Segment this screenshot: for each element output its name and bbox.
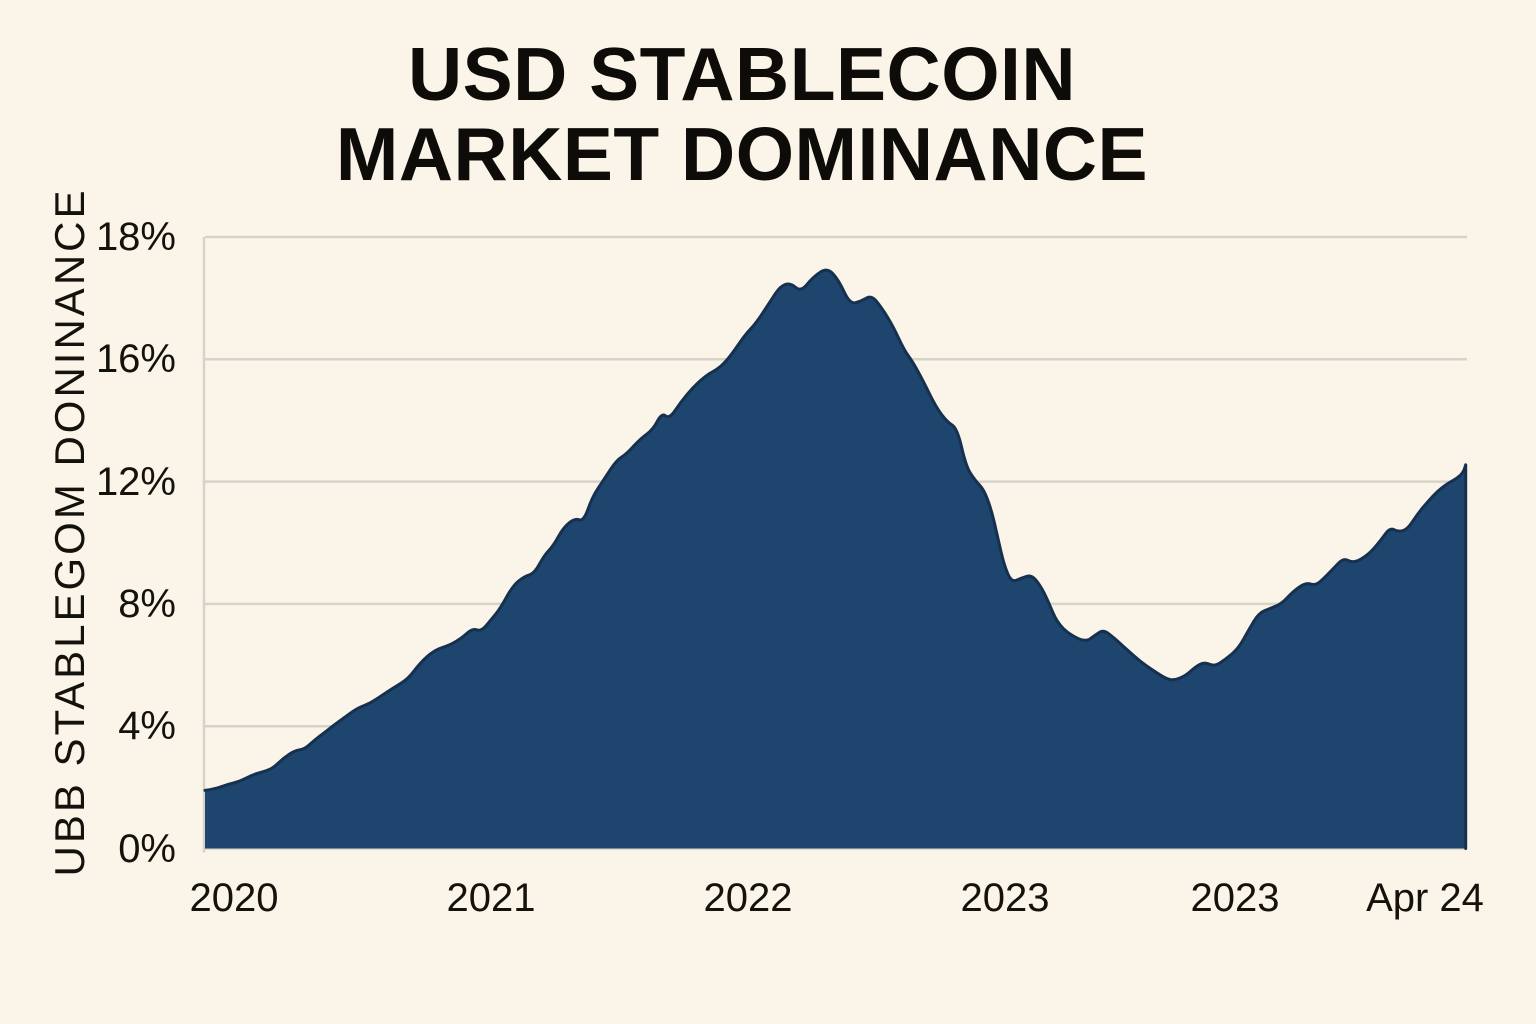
x-tick-label-4: 2023 [1190,876,1280,920]
y-tick-label-2: 12% [95,459,176,504]
x-tick-label-1: 2021 [446,876,536,920]
y-tick-label-1: 16% [95,337,176,382]
chart-title: USD STABLECOIN MARKET DOMINANCE [0,34,1484,194]
x-tick-label-3: 2023 [960,876,1050,920]
x-tick-label-2: 2022 [703,876,793,920]
y-tick-label-3: 8% [118,581,176,626]
chart-title-line1: USD STABLECOIN [407,32,1077,116]
chart-title-line2: MARKET DOMINANCE [335,112,1149,196]
x-tick-label-0: 2020 [189,876,279,920]
x-tick-label-5: Apr 24 [1366,876,1484,920]
area-fill [205,270,1466,849]
y-tick-label-0: 18% [95,215,176,259]
area-stroke [203,268,1468,850]
y-tick-label-4: 4% [118,704,176,749]
y-tick-label-5: 0% [118,826,176,871]
